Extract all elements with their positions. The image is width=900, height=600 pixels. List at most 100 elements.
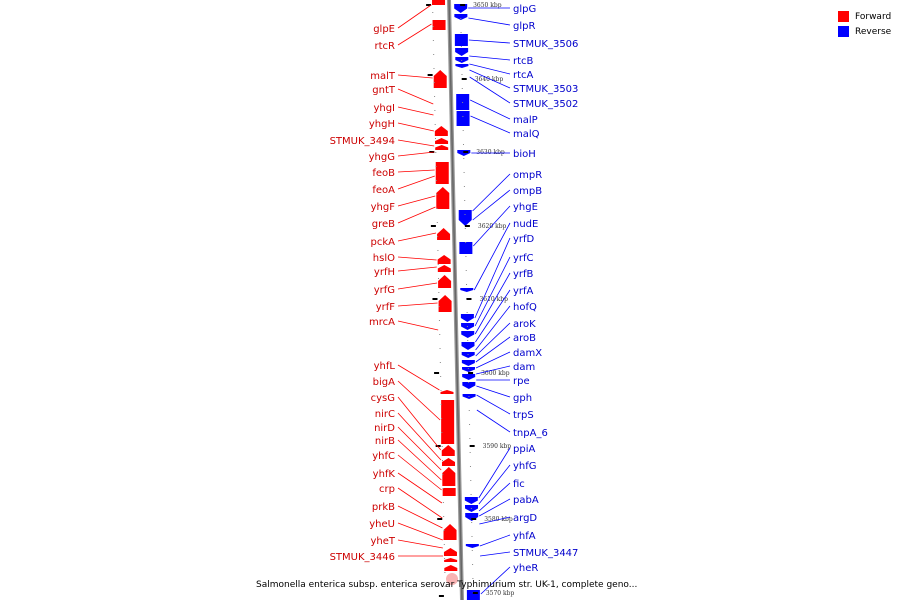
scale-tick-label: 3630 kbp [476,149,505,156]
forward-gene-label: yhgH [369,119,395,130]
forward-dot [435,152,437,153]
reverse-connector [476,385,511,398]
forward-dot [438,320,440,321]
forward-connector [397,266,437,272]
reverse-connector [478,464,511,505]
forward-dot [435,166,437,167]
forward-gene-label: malT [370,71,396,82]
forward-tick-mark [434,372,440,374]
reverse-gene-label: yrfB [513,269,534,280]
forward-dot [438,306,440,307]
forward-tick-mark [432,298,438,300]
reverse-dot [469,424,471,425]
reverse-gene-label: trpS [513,410,534,421]
reverse-connector [473,205,511,247]
forward-dot [440,404,442,405]
forward-gene-label: STMUK_3494 [330,136,395,147]
forward-gene-arrow [438,275,452,288]
reverse-gene-label: pabA [513,495,539,506]
forward-dot [438,292,440,293]
reverse-dot [470,480,472,481]
reverse-gene-arrow [458,210,472,226]
reverse-dot [465,270,467,271]
forward-gene-label: yhfL [374,361,396,372]
forward-dot [441,432,443,433]
forward-gene-block [441,400,455,444]
forward-gene-label: nirD [374,423,395,434]
reverse-gene-label: argD [513,513,537,524]
reverse-connector [474,256,511,327]
reverse-gene-label: yhfA [513,531,536,542]
legend-forward-label: Forward [855,11,892,22]
forward-gene-block [442,488,456,496]
forward-dot [439,334,441,335]
reverse-connector [479,534,511,547]
reverse-connector [469,63,511,75]
forward-connector [397,175,435,190]
forward-gene-arrow [438,295,452,312]
reverse-gene-arrow [461,360,475,366]
forward-dot [433,68,435,69]
forward-gene-arrow [435,138,449,144]
reverse-dot [469,452,471,453]
reverse-dot [460,18,462,19]
forward-gene-label: yheT [370,536,395,547]
forward-dot [442,474,444,475]
reverse-dot [462,130,464,131]
reverse-gene-label: glpR [513,21,535,32]
reverse-gene-label: aroB [513,333,536,344]
forward-gene-arrow [434,126,448,136]
forward-connector [397,396,442,451]
reverse-gene-block [454,34,468,46]
forward-dot [436,208,438,209]
scale-tick-mark [471,518,477,520]
forward-gene-block [432,20,446,30]
scale-tick-mark [464,225,470,227]
forward-connector [397,426,442,471]
reverse-dot [471,550,473,551]
scale-tick-mark [466,298,472,300]
reverse-dot [471,522,473,523]
reverse-dot [466,312,468,313]
forward-gene-arrow [442,458,456,466]
forward-dot [432,12,434,13]
reverse-connector [474,272,511,335]
forward-dot [439,362,441,363]
reverse-gene-label: malQ [513,129,540,140]
forward-connector [397,505,443,529]
feature-layer [432,0,480,600]
reverse-dot [466,326,468,327]
reverse-dot [463,172,465,173]
forward-gene-label: yhfK [373,469,396,480]
reverse-gene-label: yheR [513,563,538,574]
reverse-gene-label: ompB [513,186,542,197]
reverse-connector [476,394,511,415]
scale-tick-label: 3620 kbp [478,223,507,230]
reverse-gene-label: gph [513,393,532,404]
reverse-dot [462,102,464,103]
reverse-gene-label: rtcB [513,56,534,67]
reverse-gene-arrow [455,48,469,56]
forward-gene-label: mrcA [369,317,395,328]
forward-dot [433,82,435,83]
forward-connector [397,256,437,261]
reverse-gene-arrow [461,342,475,350]
forward-dot [441,418,443,419]
forward-connector [397,412,442,461]
forward-dot [435,180,437,181]
reverse-dot [461,74,463,75]
forward-dot [436,222,438,223]
forward-gene-label: gntT [372,85,396,96]
forward-gene-label: nirC [375,409,395,420]
forward-gene-label: bigA [373,377,395,388]
forward-connector [397,206,436,224]
forward-tick-mark [427,74,433,76]
reverse-gene-label: STMUK_3503 [513,84,578,95]
reverse-gene-label: rtcA [513,70,534,81]
reverse-connector [475,322,511,357]
forward-connector [397,232,437,242]
forward-dot [434,110,436,111]
legend-reverse: Reverse [838,24,891,39]
forward-dot [441,446,443,447]
